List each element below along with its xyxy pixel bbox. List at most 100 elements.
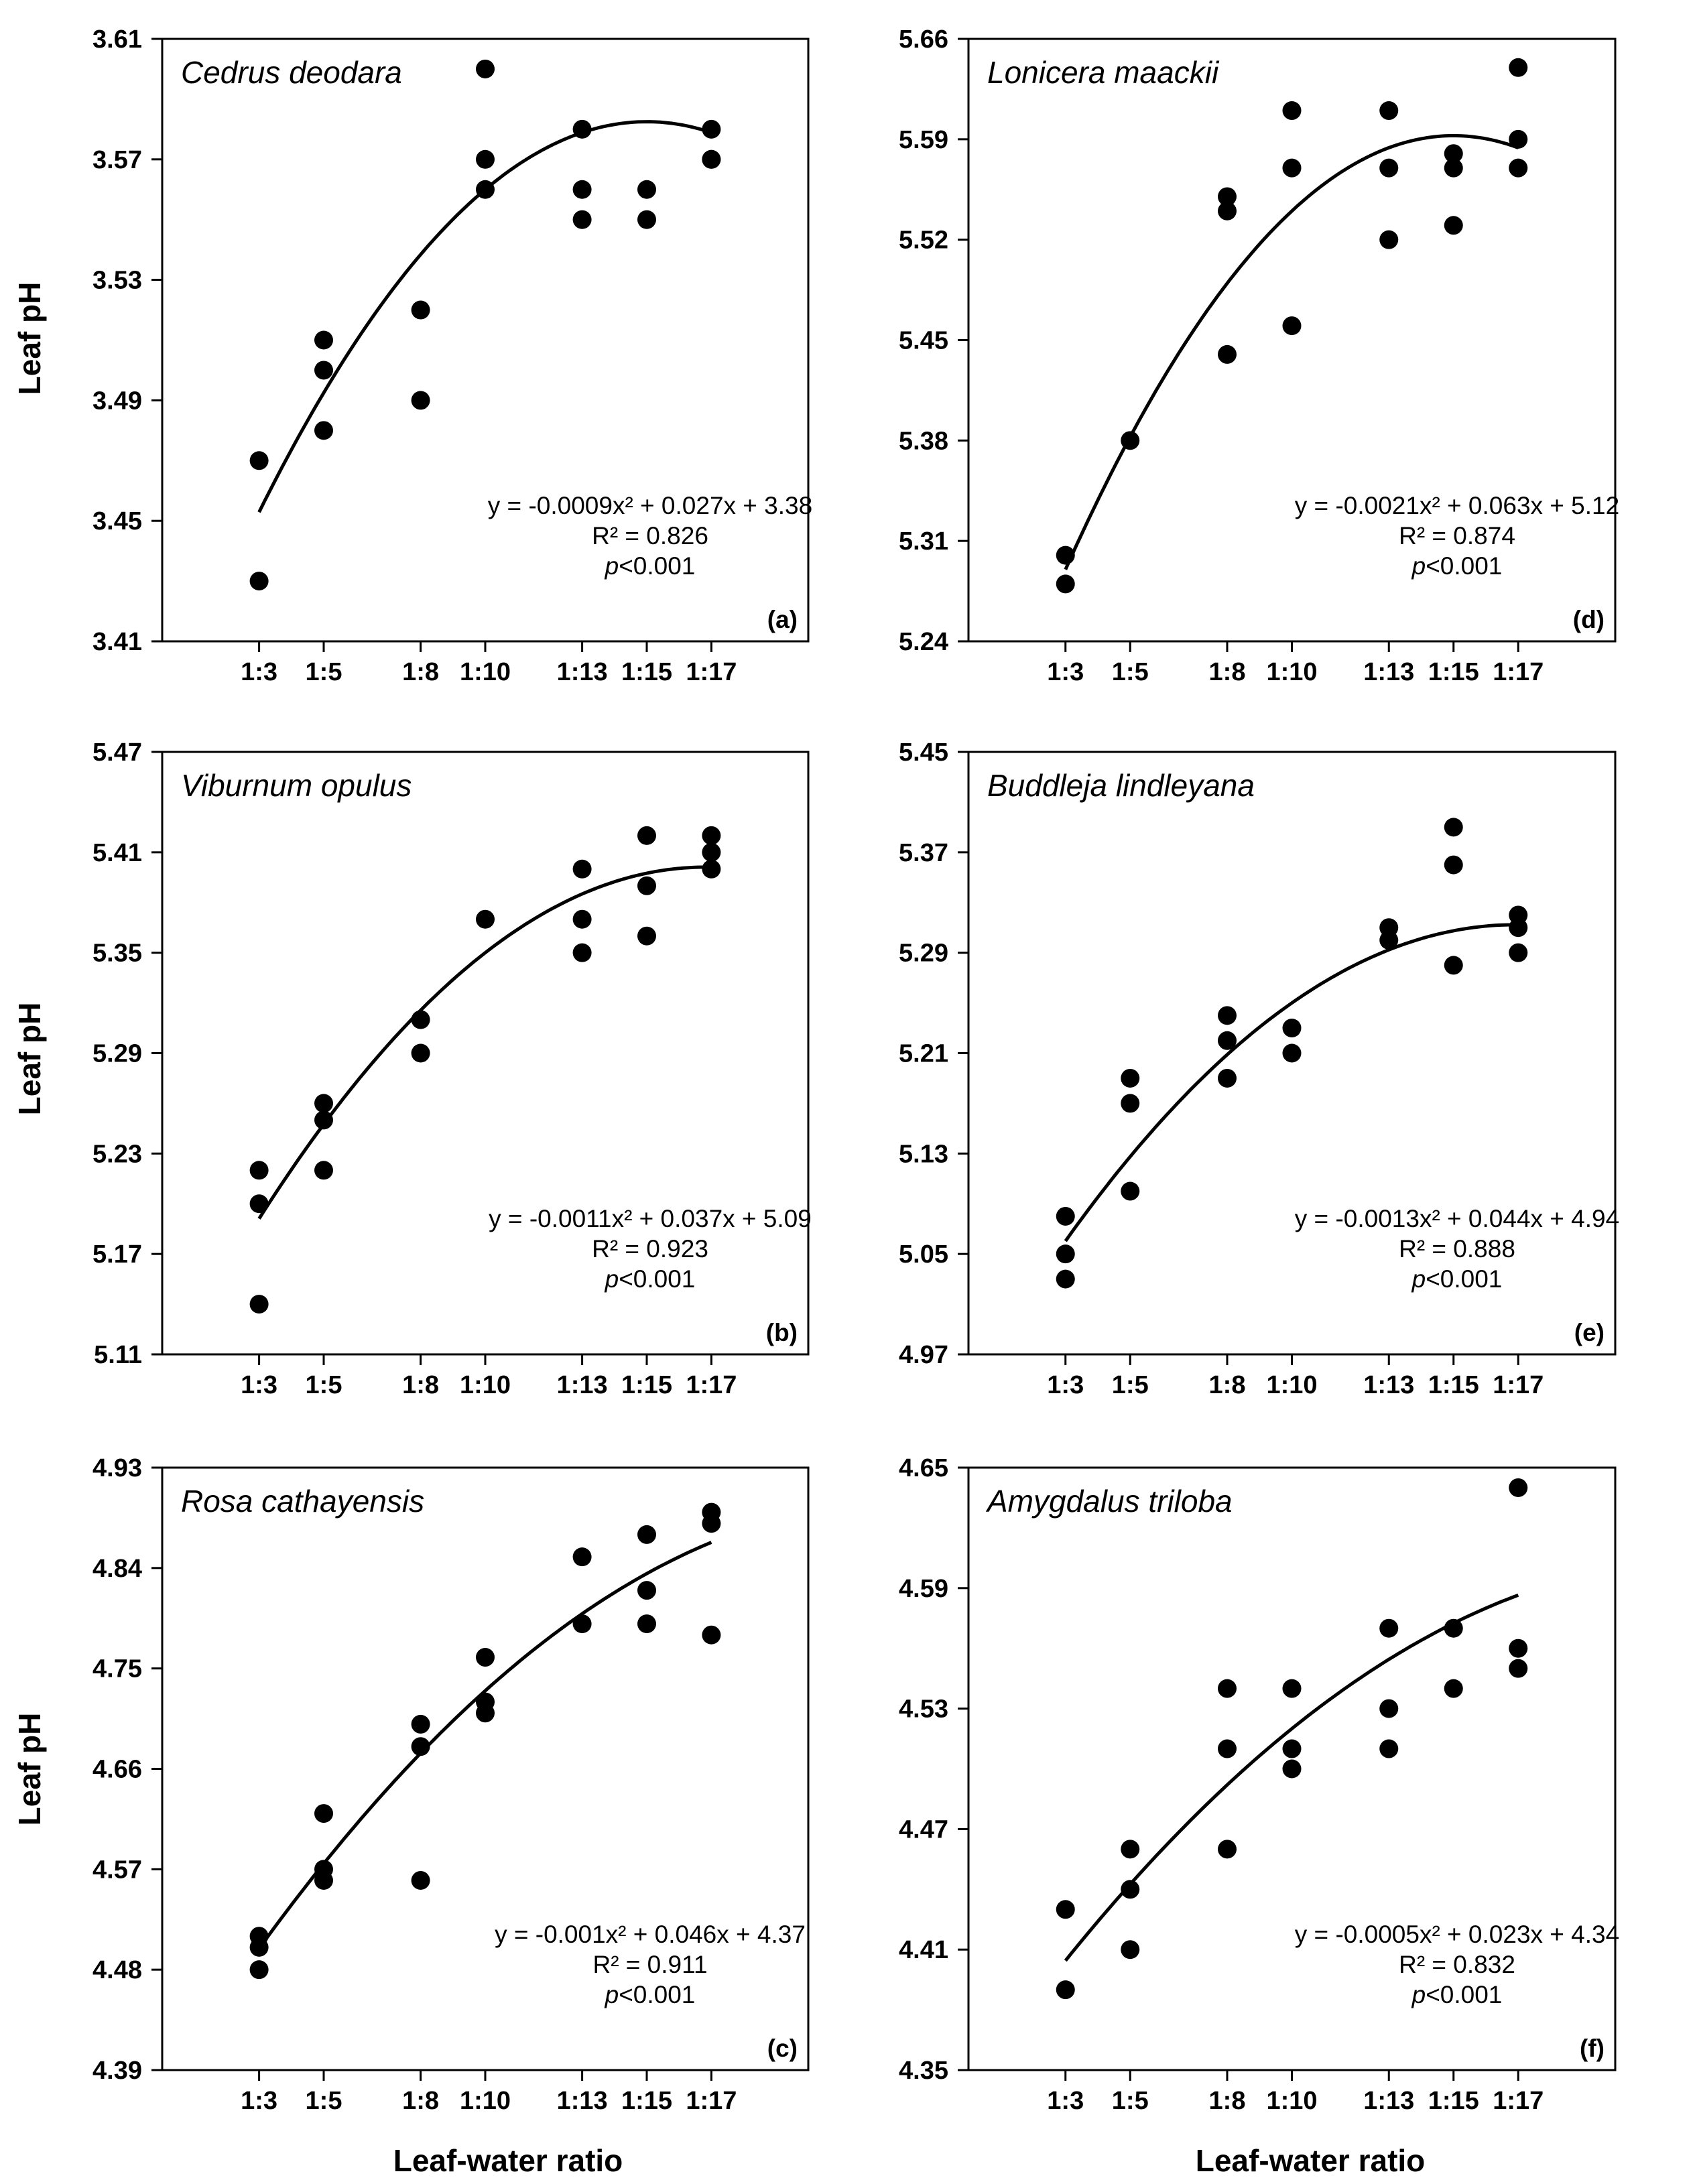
x-tick-label: 1:3 <box>1047 2087 1084 2115</box>
y-tick-label: 5.66 <box>899 25 948 54</box>
x-tick-label: 1:13 <box>1363 658 1414 686</box>
data-point <box>476 1648 495 1667</box>
chart-panel-c: 4.39 4.48 4.57 4.66 4.75 4.84 4.93 1:3 1:5 1:8 1:1… <box>92 1454 810 2115</box>
y-tick-label: 4.48 <box>92 1956 142 1984</box>
data-point <box>1444 158 1463 178</box>
x-tick-label: 1:3 <box>1047 1371 1084 1399</box>
data-point <box>1379 1739 1399 1758</box>
panel-letter: (b) <box>766 1319 798 1346</box>
data-point <box>1121 431 1140 450</box>
data-point <box>411 1010 430 1029</box>
x-tick-label: 1:13 <box>557 2087 608 2115</box>
data-point <box>1282 101 1302 121</box>
r-squared: R² = 0.923 <box>592 1235 708 1263</box>
data-point <box>314 1094 333 1113</box>
data-point <box>1282 1043 1302 1063</box>
regression-equation: y = -0.001x² + 0.046x + 4.37 <box>495 1921 806 1948</box>
data-point <box>1056 574 1075 594</box>
x-tick-label: 1:17 <box>1493 658 1544 686</box>
x-tick-label: 1:10 <box>460 1371 511 1399</box>
data-point <box>476 909 495 929</box>
data-point <box>1509 918 1528 938</box>
regression-equation: y = -0.0011x² + 0.037x + 5.09 <box>489 1205 812 1232</box>
data-point <box>1509 1639 1528 1658</box>
data-point <box>1218 1031 1237 1050</box>
y-tick-label: 5.21 <box>899 1040 948 1068</box>
y-tick-label: 5.05 <box>899 1240 948 1269</box>
y-tick-label: 5.24 <box>899 628 948 656</box>
y-tick-label: 4.35 <box>899 2057 948 2085</box>
species-title: Amygdalus triloba <box>985 1484 1233 1519</box>
x-tick-label: 1:8 <box>402 658 439 686</box>
p-value-number: <0.001 <box>1426 1981 1502 2008</box>
data-point <box>314 361 333 380</box>
data-point <box>1509 1478 1528 1497</box>
data-point <box>476 1704 495 1723</box>
y-tick-label: 5.29 <box>92 1040 142 1068</box>
x-tick-label: 1:15 <box>1428 1371 1479 1399</box>
y-tick-label: 4.57 <box>92 1856 142 1884</box>
regression-equation: y = -0.0009x² + 0.027x + 3.38 <box>488 492 812 519</box>
data-point <box>1218 1840 1237 1859</box>
y-axis-label-middle: Leaf pH <box>12 1003 47 1116</box>
data-point <box>637 926 656 946</box>
chart-panel-b: 5.11 5.17 5.23 5.29 5.35 5.41 5.47 1:3 1:5 1:8 1:1… <box>92 738 812 1399</box>
data-point <box>702 1514 721 1533</box>
p-value: p<0.001 <box>605 1981 696 2008</box>
p-value: p<0.001 <box>1411 1981 1503 2008</box>
data-point <box>314 1110 333 1130</box>
y-tick-label: 4.65 <box>899 1454 948 1482</box>
data-point <box>702 826 721 845</box>
x-tick-label: 1:3 <box>1047 658 1084 686</box>
data-point <box>1509 129 1528 149</box>
data-point <box>249 1960 269 1980</box>
x-tick-label: 1:3 <box>241 1371 277 1399</box>
regression-equation: y = -0.0021x² + 0.063x + 5.12 <box>1295 492 1619 519</box>
y-tick-label: 4.53 <box>899 1695 948 1724</box>
data-point <box>1509 158 1528 178</box>
y-tick-label: 5.38 <box>899 427 948 455</box>
data-point <box>572 119 592 139</box>
x-tick-label: 1:15 <box>621 1371 672 1399</box>
regression-equation: y = -0.0013x² + 0.044x + 4.94 <box>1295 1205 1619 1232</box>
p-value-number: <0.001 <box>1426 552 1502 580</box>
data-point <box>314 421 333 440</box>
y-tick-label: 5.41 <box>92 839 142 867</box>
data-point <box>1056 1900 1075 1919</box>
data-point <box>314 1870 333 1890</box>
data-point <box>1379 1699 1399 1718</box>
x-tick-label: 1:15 <box>1428 658 1479 686</box>
data-point <box>476 59 495 78</box>
data-point <box>572 180 592 199</box>
p-value-number: <0.001 <box>619 1265 695 1293</box>
data-point <box>1379 230 1399 249</box>
y-tick-label: 5.23 <box>92 1140 142 1168</box>
fit-curve <box>257 1541 712 1949</box>
r-squared: R² = 0.826 <box>592 522 708 550</box>
data-point <box>702 119 721 139</box>
data-point <box>249 1937 269 1957</box>
y-tick-label: 4.84 <box>92 1555 142 1583</box>
data-point <box>314 330 333 350</box>
data-point <box>1444 1679 1463 1698</box>
x-tick-label: 1:13 <box>557 1371 608 1399</box>
x-tick-label: 1:13 <box>1363 1371 1414 1399</box>
panel-letter: (a) <box>767 606 798 633</box>
y-tick-label: 3.61 <box>92 25 142 54</box>
data-point <box>411 391 430 410</box>
data-point <box>572 1547 592 1567</box>
data-point <box>1282 158 1302 178</box>
data-point <box>702 149 721 169</box>
data-point <box>1056 1980 1075 2000</box>
data-point <box>1282 1679 1302 1698</box>
data-point <box>702 859 721 879</box>
data-point <box>637 876 656 895</box>
p-value-symbol: p <box>605 1981 619 2008</box>
x-tick-label: 1:5 <box>306 2087 342 2115</box>
data-point <box>1121 1068 1140 1088</box>
y-tick-label: 4.59 <box>899 1575 948 1603</box>
data-point <box>1218 201 1237 220</box>
data-point <box>1379 101 1399 121</box>
r-squared: R² = 0.832 <box>1399 1951 1515 1978</box>
y-tick-label: 5.37 <box>899 839 948 867</box>
